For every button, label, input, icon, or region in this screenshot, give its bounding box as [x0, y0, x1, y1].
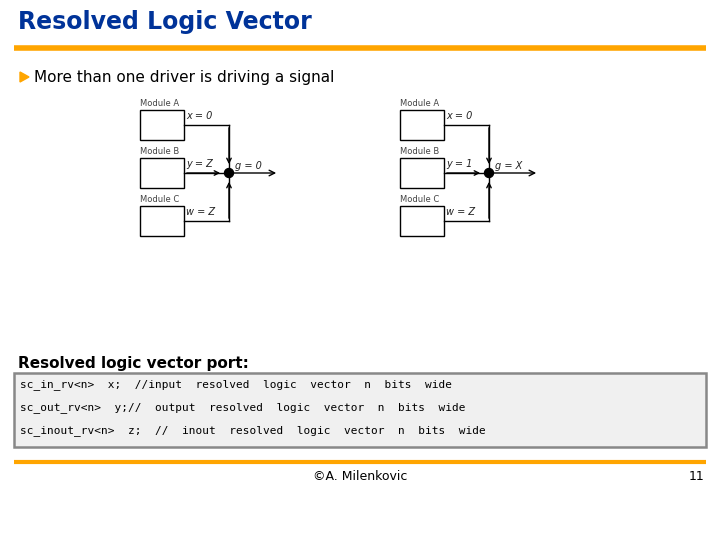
Text: Resolved Logic Vector: Resolved Logic Vector [18, 10, 312, 34]
Text: x = 0: x = 0 [186, 111, 212, 121]
Bar [140, 158, 184, 188]
Text: x = 0: x = 0 [446, 111, 472, 121]
Text: Module B: Module B [140, 147, 179, 156]
Text: 11: 11 [688, 470, 704, 483]
Text: sc_inout_rv<n>  z;  //  inout  resolved  logic  vector  n  bits  wide: sc_inout_rv<n> z; // inout resolved logi… [20, 425, 486, 436]
Text: y = Z: y = Z [186, 159, 212, 169]
Text: g = X: g = X [495, 161, 522, 171]
Text: g = 0: g = 0 [235, 161, 262, 171]
Bar [140, 110, 184, 140]
Text: ©A. Milenkovic: ©A. Milenkovic [312, 470, 408, 483]
Text: Module C: Module C [400, 195, 439, 204]
Text: sc_in_rv<n>  x;  //input  resolved  logic  vector  n  bits  wide: sc_in_rv<n> x; //input resolved logic ve… [20, 379, 452, 390]
Bar [14, 373, 706, 447]
Text: More than one driver is driving a signal: More than one driver is driving a signal [34, 70, 334, 85]
Text: w = Z: w = Z [446, 207, 475, 217]
Bar [140, 206, 184, 236]
Text: y = 1: y = 1 [446, 159, 472, 169]
Bar [400, 206, 444, 236]
Circle shape [225, 168, 233, 178]
Polygon shape [20, 72, 29, 82]
Bar [400, 110, 444, 140]
Text: Module A: Module A [400, 99, 439, 108]
Text: Module B: Module B [400, 147, 439, 156]
Text: Resolved logic vector port:: Resolved logic vector port: [18, 356, 249, 371]
Text: w = Z: w = Z [186, 207, 215, 217]
Circle shape [485, 168, 493, 178]
Text: sc_out_rv<n>  y;//  output  resolved  logic  vector  n  bits  wide: sc_out_rv<n> y;// output resolved logic … [20, 402, 466, 413]
Bar [400, 158, 444, 188]
Text: Module A: Module A [140, 99, 179, 108]
Text: Module C: Module C [140, 195, 179, 204]
